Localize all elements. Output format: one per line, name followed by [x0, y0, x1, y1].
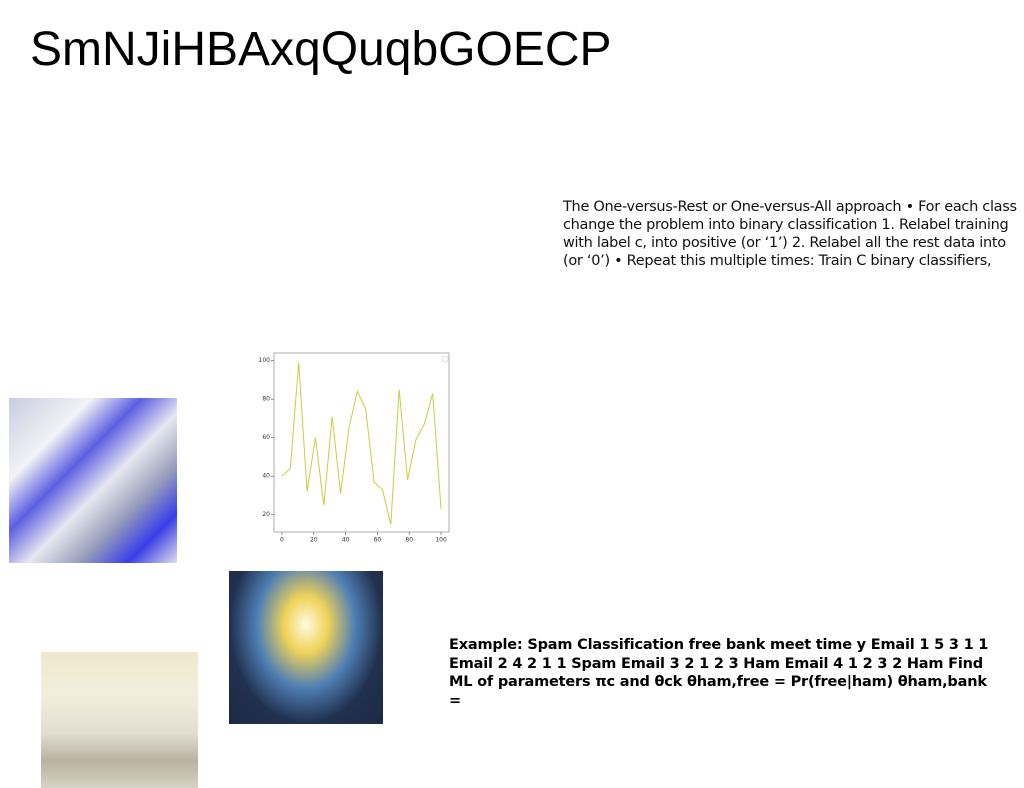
money-photo — [9, 398, 177, 563]
plot-frame — [273, 352, 450, 533]
line-chart: 20 40 60 80 100 0 20 40 60 80 100 — [259, 352, 450, 544]
decoration — [441, 355, 449, 363]
x-tick-label: 40 — [342, 537, 350, 544]
slide-title: SmNJiHBAxqQuqbGOECP — [30, 23, 612, 76]
y-tick-label: 60 — [262, 434, 270, 441]
text-block: Example: Spam Classification free bank m… — [449, 637, 989, 709]
text-block: The One-versus-Rest or One-versus-All ap… — [563, 199, 1017, 269]
x-tick-label: 80 — [405, 537, 413, 544]
x-tick-label: 20 — [310, 537, 318, 544]
y-tick-label: 20 — [262, 511, 270, 518]
y-tick-label: 80 — [262, 396, 270, 403]
house-photo — [41, 652, 198, 788]
line-series — [281, 362, 442, 525]
x-tick-label: 100 — [435, 537, 447, 544]
y-tick-label: 100 — [259, 357, 271, 364]
x-tick-label: 0 — [280, 537, 284, 544]
city-photo — [229, 571, 383, 724]
x-tick-label: 60 — [374, 537, 382, 544]
y-tick-label: 40 — [262, 473, 270, 480]
